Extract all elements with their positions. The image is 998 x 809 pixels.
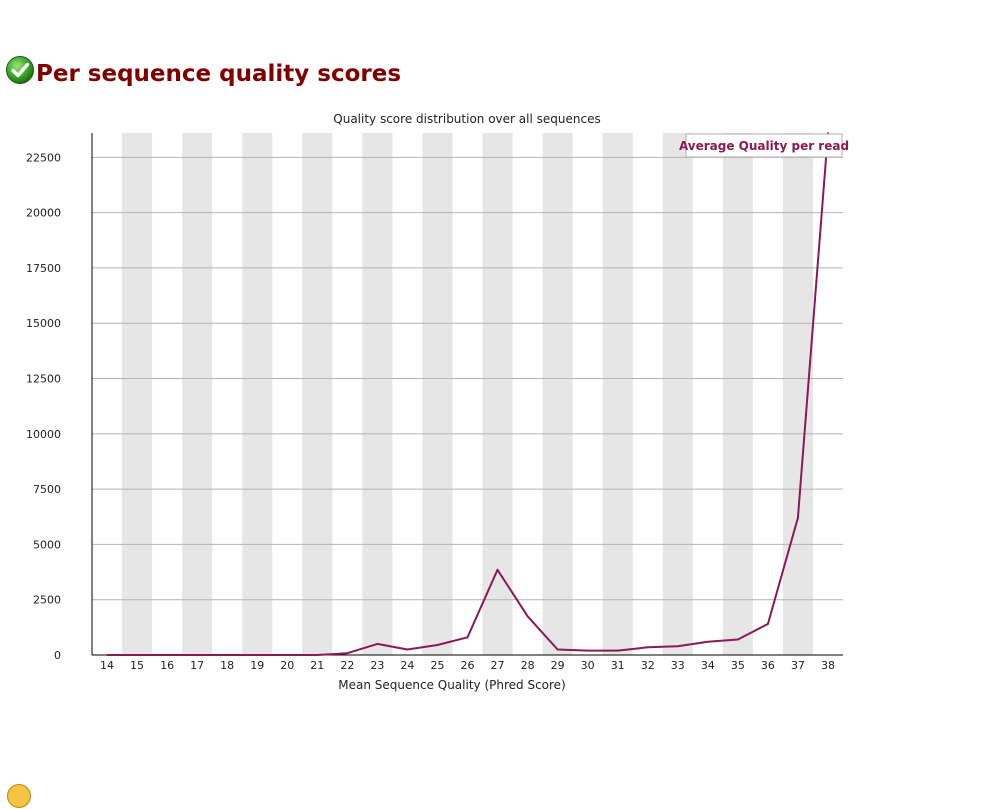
data-point-15 xyxy=(136,654,138,656)
band-21 xyxy=(302,133,333,655)
series-group xyxy=(106,132,829,656)
x-tick-31: 31 xyxy=(611,659,625,672)
legend: Average Quality per read xyxy=(679,133,849,158)
data-point-30 xyxy=(586,649,589,652)
x-tick-19: 19 xyxy=(250,659,264,672)
data-point-23 xyxy=(376,643,379,645)
band-15 xyxy=(122,133,153,655)
y-tick-15000: 15000 xyxy=(26,317,61,330)
x-tick-37: 37 xyxy=(791,659,805,672)
y-tick-labels: 0 2500 5000 7500 10000 12500 15000 17500 20000 22… xyxy=(26,151,61,662)
y-tick-12500: 12500 xyxy=(26,373,61,386)
y-tick-10000: 10000 xyxy=(26,428,61,441)
data-point-24 xyxy=(406,648,409,651)
data-point-26 xyxy=(466,636,469,639)
x-tick-30: 30 xyxy=(581,659,595,672)
x-tick-17: 17 xyxy=(190,659,204,672)
band-31 xyxy=(602,133,633,655)
x-tick-22: 22 xyxy=(340,659,354,672)
x-tick-23: 23 xyxy=(370,659,384,672)
y-tick-22500: 22500 xyxy=(26,151,61,164)
section-title: Per sequence quality scores xyxy=(36,61,402,87)
x-tick-labels: 14 15 16 17 18 19 20 21 22 23 24 25 26 27 28 29 30 31 32 33… xyxy=(100,659,835,672)
x-tick-29: 29 xyxy=(551,659,565,672)
x-tick-36: 36 xyxy=(761,659,775,672)
x-tick-33: 33 xyxy=(671,659,685,672)
x-tick-20: 20 xyxy=(280,659,294,672)
data-point-20 xyxy=(286,654,289,656)
band-33 xyxy=(662,133,693,655)
series-line-0 xyxy=(107,132,829,656)
y-tick-0: 0 xyxy=(54,649,61,662)
section-header: Per sequence quality scores xyxy=(5,55,605,95)
y-tick-5000: 5000 xyxy=(33,538,61,551)
y-tick-7500: 7500 xyxy=(33,483,61,496)
band-29 xyxy=(542,133,573,655)
x-tick-34: 34 xyxy=(701,659,715,672)
warning-icon xyxy=(7,784,31,808)
data-point-36 xyxy=(767,623,769,625)
data-point-34 xyxy=(706,640,709,643)
x-tick-14: 14 xyxy=(100,659,114,672)
data-point-29 xyxy=(556,648,559,651)
y-tick-2500: 2500 xyxy=(33,594,61,607)
gridlines xyxy=(92,156,843,601)
x-axis-label: Mean Sequence Quality (Phred Score) xyxy=(338,678,566,692)
x-tick-18: 18 xyxy=(220,659,234,672)
data-point-16 xyxy=(166,654,169,656)
data-point-35 xyxy=(736,638,739,641)
band-25 xyxy=(422,133,453,655)
band-19 xyxy=(242,133,273,655)
pass-check-icon xyxy=(6,56,34,84)
band-23 xyxy=(362,133,393,655)
x-tick-27: 27 xyxy=(491,659,505,672)
data-point-21 xyxy=(316,654,319,656)
y-tick-20000: 20000 xyxy=(26,207,61,220)
x-tick-28: 28 xyxy=(521,659,535,672)
x-tick-16: 16 xyxy=(160,659,174,672)
data-point-28 xyxy=(526,615,529,618)
x-tick-25: 25 xyxy=(430,659,444,672)
band-27 xyxy=(482,133,513,655)
data-point-25 xyxy=(436,644,439,646)
data-point-17 xyxy=(196,654,199,656)
x-tick-24: 24 xyxy=(400,659,414,672)
x-tick-15: 15 xyxy=(130,659,144,672)
quality-score-chart: 0 2500 5000 7500 10000 12500 15000 17500 20000 22… xyxy=(26,112,849,692)
legend-box xyxy=(685,133,843,158)
x-tick-32: 32 xyxy=(641,659,655,672)
band-35 xyxy=(722,133,753,655)
x-tick-38: 38 xyxy=(821,659,835,672)
data-point-32 xyxy=(646,646,649,649)
data-point-19 xyxy=(256,654,259,656)
legend-label: Average Quality per read xyxy=(679,139,849,153)
alternating-bands xyxy=(122,133,813,655)
data-point-22 xyxy=(346,652,349,655)
data-point-27 xyxy=(496,568,499,571)
chart-title: Quality score distribution over all sequ… xyxy=(333,112,600,126)
data-point-14 xyxy=(106,654,108,656)
data-point-31 xyxy=(616,649,619,652)
x-tick-21: 21 xyxy=(310,659,324,672)
x-tick-35: 35 xyxy=(731,659,745,672)
y-tick-17500: 17500 xyxy=(26,262,61,275)
data-point-37 xyxy=(797,516,799,519)
data-point-18 xyxy=(226,654,229,656)
band-17 xyxy=(182,133,213,655)
data-point-38 xyxy=(827,132,829,134)
data-point-33 xyxy=(676,645,679,648)
x-tick-26: 26 xyxy=(461,659,475,672)
